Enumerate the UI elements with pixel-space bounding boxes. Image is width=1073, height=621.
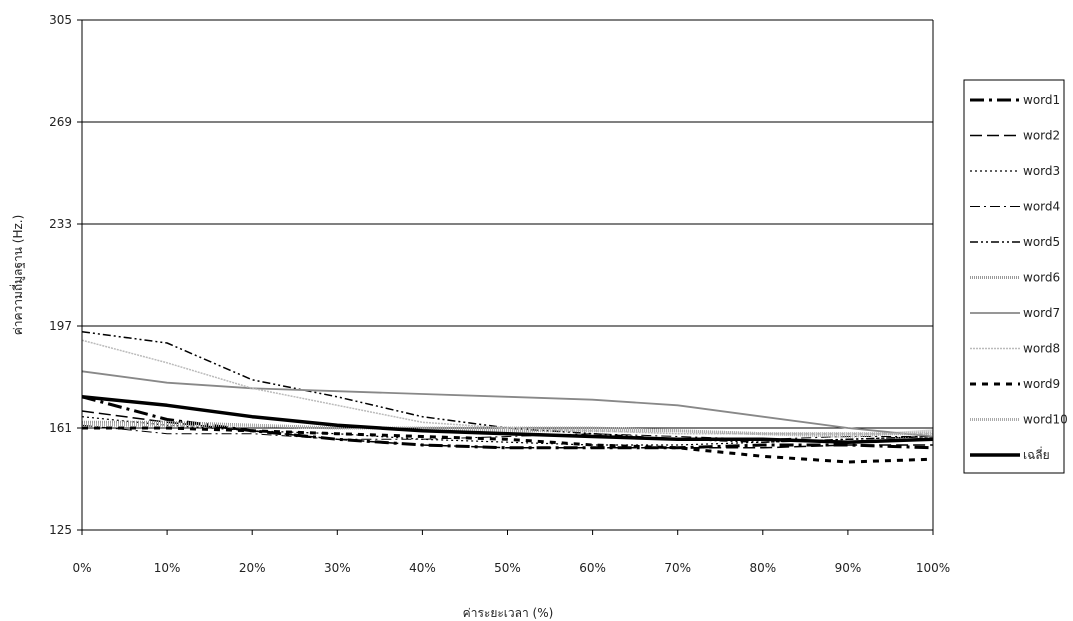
legend-label: word5 [1023, 235, 1060, 249]
series-line-1 [81, 395, 934, 450]
legend-label: เฉลี่ย [1023, 446, 1050, 462]
x-tick-label: 0% [72, 561, 91, 575]
legend-label: word2 [1023, 129, 1060, 143]
x-tick-label: 50% [494, 561, 521, 575]
legend-label: word9 [1023, 377, 1060, 391]
x-tick-label: 30% [324, 561, 351, 575]
legend-label: word1 [1023, 93, 1060, 107]
series-line-4 [81, 424, 933, 440]
series-line-8 [81, 339, 933, 435]
legend-label: word10 [1023, 413, 1068, 427]
series-layer [81, 330, 934, 464]
series-line-7 [81, 370, 934, 438]
legend: word1 word2 word3 word4 word5 word6 word7 word8… [963, 79, 1068, 474]
x-axis-title: ค่าระยะเวลา (%) [463, 606, 554, 620]
series-line-2 [81, 410, 933, 449]
x-tick-label: 70% [664, 561, 691, 575]
legend-label: word4 [1023, 200, 1060, 214]
x-tick-label: 20% [239, 561, 266, 575]
legend-label: word7 [1023, 306, 1060, 320]
series-line-9 [82, 426, 934, 464]
x-tick-label: 90% [835, 561, 862, 575]
x-tick-label: 40% [409, 561, 436, 575]
y-tick-label: 125 [49, 523, 72, 537]
series-line-5 [81, 330, 934, 443]
x-tick-label: 80% [749, 561, 776, 575]
series-line-11 [81, 395, 934, 444]
x-tick-label: 100% [916, 561, 950, 575]
legend-label: word3 [1023, 164, 1060, 178]
y-tick-label: 161 [49, 421, 72, 435]
y-tick-label: 269 [49, 115, 72, 129]
x-tick-label: 10% [154, 561, 181, 575]
y-tick-label: 197 [49, 319, 72, 333]
y-axis-title: ค่าความถี่มูลฐาน (Hz.) [9, 215, 26, 336]
legend-label: word8 [1023, 342, 1060, 356]
legend-label: word6 [1023, 271, 1060, 285]
y-tick-label: 305 [49, 13, 72, 27]
grid-layer [82, 19, 933, 531]
y-tick-label: 233 [49, 217, 72, 231]
x-tick-label: 60% [579, 561, 606, 575]
axis-layer: 125 161 197 233 269 305 0% 10% 20% 30% 40% 50% 60% 70… [49, 13, 950, 575]
